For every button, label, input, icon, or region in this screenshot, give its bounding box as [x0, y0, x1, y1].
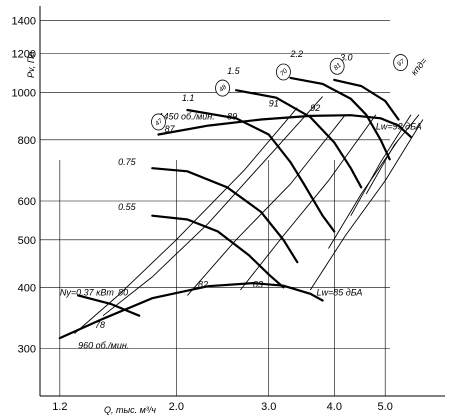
efficiency-line-78 [74, 107, 298, 334]
annotation: Ny=0.37 кВт [60, 287, 115, 297]
circle-label-text: 48 [218, 83, 228, 93]
x-tick-label: 4.0 [327, 401, 342, 413]
series-line-6 [235, 89, 363, 189]
annotation: 2.2 [289, 49, 303, 59]
annotation: 92 [310, 103, 320, 113]
x-tick-label: 1.2 [52, 401, 67, 413]
efficiency-line-92 [365, 114, 420, 195]
y-tick-label: 800 [18, 135, 36, 147]
series-line-3 [151, 214, 285, 289]
circle-label-text: 81 [333, 62, 343, 72]
circle-label-ring [276, 63, 291, 81]
annotation: 0.75 [118, 157, 137, 167]
efficiency-line-80 [102, 96, 323, 317]
series-line-2 [151, 167, 299, 264]
x-tick-label: 5.0 [378, 401, 393, 413]
y-axis-title: Pv, Па [26, 52, 36, 78]
y-tick-label: 500 [18, 235, 36, 247]
efficiency-line-89 [328, 139, 399, 249]
circle-label-ring [215, 79, 230, 97]
annotation: 91 [269, 99, 279, 109]
circle-label-text: 47 [154, 117, 164, 127]
y-tick-label: 600 [18, 196, 36, 208]
annotation: Lw=85 дБА [317, 287, 363, 297]
y-tick-label: 300 [18, 344, 36, 356]
x-tick-label: 3.0 [261, 401, 276, 413]
tick-labels: 300 400 500 600 800 1000 1200 1400 1.2 2.0 3.0 4.0 5… [12, 16, 393, 413]
series-line-1 [58, 281, 324, 340]
series-line-8 [333, 78, 400, 121]
annotation: 80 [118, 287, 128, 297]
circle-label-ring [151, 113, 166, 131]
efficiency-line-91 [350, 114, 412, 216]
annotation: 3.0 [340, 53, 353, 63]
annotation: 0.55 [118, 202, 137, 212]
y-tick-label: 1200 [12, 48, 36, 60]
annotation: Lw=93 дБА [376, 121, 422, 131]
axes [39, 6, 445, 397]
annotation: 89 [227, 111, 237, 121]
circle-label-text: 97 [396, 58, 406, 68]
annotation: 83 [253, 279, 263, 289]
series-line-7 [289, 76, 391, 161]
annotation: 87 [165, 124, 176, 134]
annotation: 960 об./мин. [78, 341, 129, 351]
series-line-4 [77, 294, 141, 317]
kpd-label: кпд= [409, 56, 429, 77]
series-line-0 [157, 114, 413, 139]
efficiency-line-87 [309, 119, 424, 291]
circle-label-ring [393, 54, 409, 71]
efficiency-lines [74, 96, 424, 334]
x-axis-title: Q, тыс. м³/ч [104, 405, 156, 415]
grid [40, 20, 390, 396]
y-tick-label: 400 [18, 282, 36, 294]
annotations: 1450 об./мин. 960 об./мин. 0.75 0.55 Ny=0.37… [60, 49, 429, 350]
annotation: 78 [95, 320, 105, 330]
x-tick-label: 2.0 [169, 401, 184, 413]
performance-curves [58, 76, 413, 340]
series-line-5 [186, 108, 336, 233]
annotation: 1.1 [182, 93, 195, 103]
circle-label-ring [329, 57, 345, 75]
circle-label-text: 70 [279, 67, 289, 77]
y-tick-label: 1400 [12, 16, 36, 28]
efficiency-line-82 [187, 114, 346, 296]
annotation: 1450 об./мин. [159, 111, 215, 121]
y-tick-label: 1000 [12, 87, 36, 99]
annotation: 82 [198, 279, 208, 289]
efficiency-line-83 [240, 114, 377, 291]
annotation: 1.5 [227, 66, 241, 76]
